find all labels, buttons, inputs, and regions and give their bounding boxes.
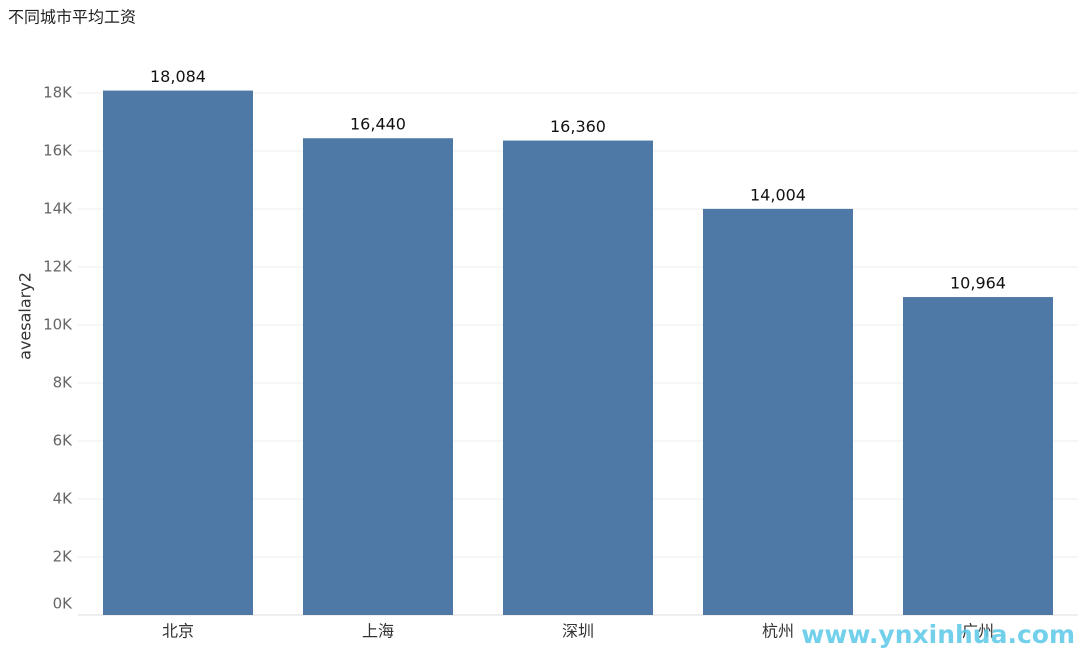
data-label: 14,004: [750, 185, 806, 204]
x-tick-label: 广州: [962, 622, 994, 641]
bar: [103, 90, 253, 615]
data-label: 16,360: [550, 117, 606, 136]
bar: [903, 297, 1053, 615]
y-tick-label: 10K: [43, 316, 73, 334]
chart-title: 不同城市平均工资: [8, 8, 136, 27]
y-tick-label: 14K: [43, 200, 73, 218]
y-tick-label: 18K: [43, 84, 73, 102]
bar: [703, 208, 853, 615]
watermark: www.ynxinhua.com: [801, 620, 1075, 649]
bar: [303, 138, 453, 616]
y-tick-label: 2K: [53, 548, 74, 566]
x-tick-label: 上海: [362, 622, 394, 641]
y-tick-label: 12K: [43, 258, 73, 276]
data-label: 10,964: [950, 274, 1006, 293]
x-tick-label: 杭州: [762, 622, 794, 641]
y-tick-label: 8K: [53, 374, 74, 392]
y-tick-label: 16K: [43, 142, 73, 160]
y-tick-label: 0K: [53, 595, 74, 613]
plot-area: 0K 2K 4K 6K 8K 10K 12K 14K 16K 18K 北京 18,084 上海 16,44…: [43, 67, 1078, 641]
data-label: 18,084: [150, 67, 206, 86]
x-tick-label: 北京: [162, 622, 194, 641]
data-label: 16,440: [350, 115, 406, 134]
y-tick-label: 4K: [53, 490, 74, 508]
y-axis-label: avesalary2: [16, 272, 35, 360]
y-tick-label: 6K: [53, 432, 74, 450]
bar: [503, 140, 653, 615]
x-tick-label: 深圳: [562, 622, 594, 641]
